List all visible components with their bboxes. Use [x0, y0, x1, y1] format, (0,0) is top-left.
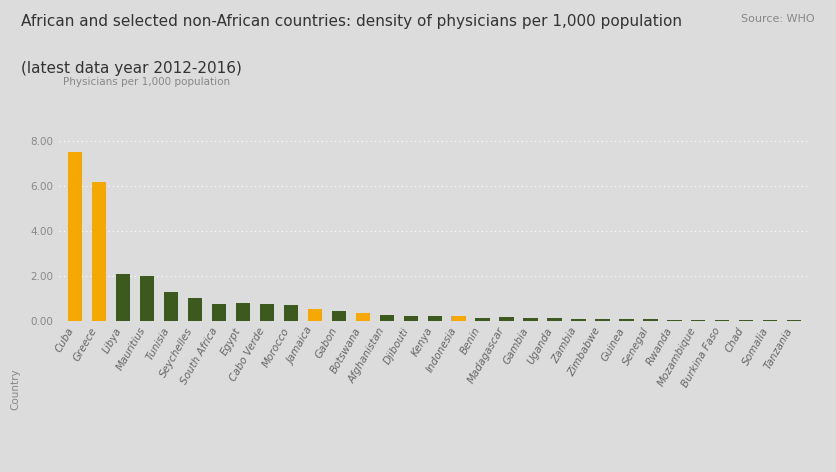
- Bar: [595, 319, 609, 321]
- Bar: [451, 316, 466, 321]
- Bar: [164, 292, 178, 321]
- Text: Source: WHO: Source: WHO: [742, 14, 815, 24]
- Bar: [619, 319, 634, 321]
- Bar: [308, 309, 322, 321]
- Bar: [92, 182, 106, 321]
- Bar: [571, 319, 586, 321]
- Bar: [260, 303, 274, 321]
- Bar: [140, 276, 155, 321]
- Bar: [283, 304, 298, 321]
- Bar: [380, 315, 394, 321]
- Bar: [691, 320, 706, 321]
- Bar: [476, 318, 490, 321]
- Bar: [236, 303, 250, 321]
- Bar: [523, 319, 538, 321]
- Bar: [427, 316, 442, 321]
- Bar: [212, 303, 227, 321]
- Text: Physicians per 1,000 population: Physicians per 1,000 population: [64, 77, 231, 87]
- Bar: [787, 320, 802, 321]
- Bar: [548, 318, 562, 321]
- Bar: [763, 320, 777, 321]
- Bar: [68, 152, 83, 321]
- Bar: [715, 320, 730, 321]
- Bar: [499, 317, 514, 321]
- Bar: [116, 274, 130, 321]
- Bar: [188, 298, 202, 321]
- Bar: [739, 320, 753, 321]
- Text: Country: Country: [10, 368, 20, 410]
- Text: African and selected non-African countries: density of physicians per 1,000 popu: African and selected non-African countri…: [21, 14, 682, 29]
- Text: (latest data year 2012-2016): (latest data year 2012-2016): [21, 61, 242, 76]
- Bar: [404, 316, 418, 321]
- Bar: [355, 312, 370, 321]
- Bar: [332, 312, 346, 321]
- Bar: [667, 320, 681, 321]
- Bar: [643, 320, 658, 321]
